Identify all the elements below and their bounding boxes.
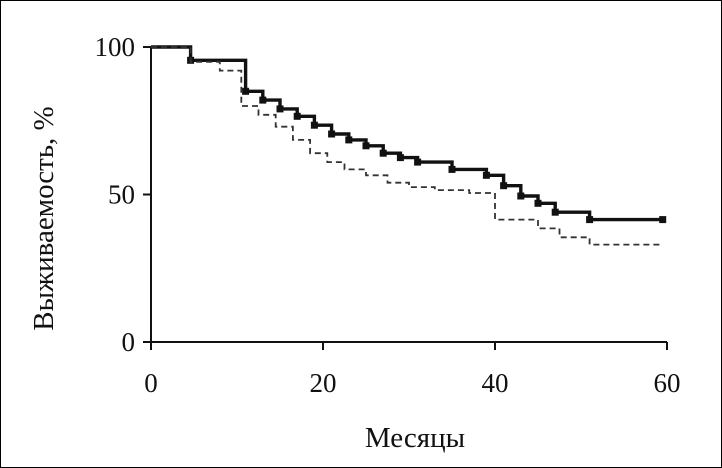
axes: [143, 47, 667, 350]
censor-marker: [414, 158, 422, 166]
censor-marker: [242, 87, 250, 95]
censor-marker: [551, 208, 559, 216]
censor-marker: [517, 192, 525, 200]
censor-marker: [396, 154, 404, 162]
y-tick-label: 0: [122, 327, 136, 357]
solid-survival-curve: [151, 45, 663, 222]
censor-marker: [534, 199, 542, 207]
x-tick-label: 0: [144, 368, 158, 398]
x-axis-label: Месяцы: [365, 422, 465, 454]
y-axis-label: Выживаемость, %: [28, 106, 60, 330]
series-layer: [151, 45, 667, 246]
x-tick-label: 60: [654, 368, 681, 398]
censor-marker: [276, 105, 284, 113]
y-tick-label: 100: [95, 32, 136, 62]
censor-marker: [362, 142, 370, 150]
dashed-survival-curve: [151, 46, 663, 246]
censor-marker: [259, 96, 267, 104]
censor-marker: [448, 165, 456, 173]
censor-marker: [310, 121, 318, 129]
censor-marker: [500, 182, 508, 190]
x-tick-label: 20: [310, 368, 337, 398]
censor-marker: [659, 216, 667, 224]
x-tick-label: 40: [482, 368, 509, 398]
y-tick-label: 50: [108, 180, 135, 210]
censor-marker: [328, 130, 336, 138]
ticks: 0 50 100 0 20 40 60: [95, 32, 681, 398]
censor-marker: [586, 216, 594, 224]
censor-marker: [293, 112, 301, 120]
censor-marker: [482, 171, 490, 179]
censor-marker: [345, 136, 353, 144]
censor-marker: [379, 149, 387, 157]
